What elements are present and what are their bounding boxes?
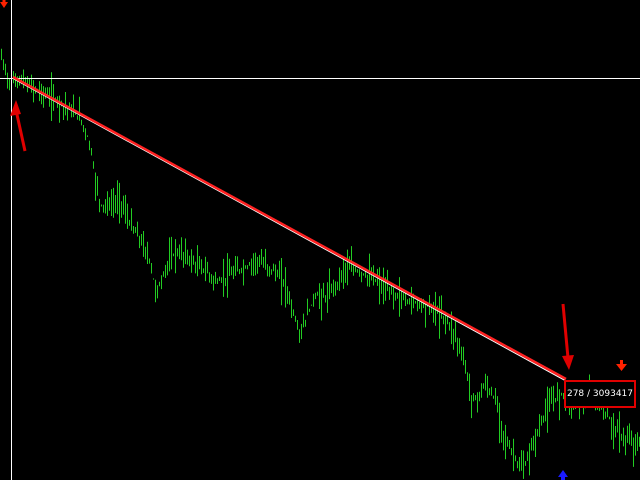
down-arrow-icon <box>616 360 627 371</box>
trendline[interactable] <box>12 75 567 381</box>
price-bars <box>1 48 640 479</box>
up-arrow-icon <box>558 470 568 480</box>
down-arrow-icon <box>0 0 8 8</box>
annotation-arrow-left <box>10 100 27 152</box>
crosshair-readout-text: 278 / 3093417 <box>566 389 633 399</box>
crosshair-readout: 278 / 3093417 <box>564 380 636 408</box>
trendline-white[interactable] <box>13 78 567 382</box>
annotation-arrow-right <box>561 303 574 370</box>
